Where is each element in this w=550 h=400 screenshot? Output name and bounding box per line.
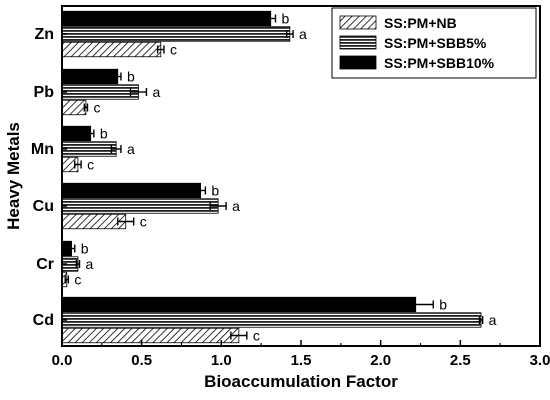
bar-pb-series-0 — [61, 99, 87, 116]
x-tick-label: 2.0 — [370, 352, 391, 369]
x-tick-label: 0.5 — [131, 352, 152, 369]
bar-cd-series-2 — [61, 296, 417, 313]
significance-pb-series-1: a — [152, 84, 160, 100]
error-bar-mn-series-1 — [110, 145, 122, 153]
error-bar-pb-series-2 — [113, 72, 122, 81]
significance-cr-series-2: b — [81, 241, 89, 257]
significance-zn-series-1: a — [299, 26, 307, 42]
significance-cr-series-0: c — [74, 272, 81, 288]
bar-cu-series-1 — [61, 198, 219, 214]
significance-cd-series-2: b — [439, 297, 447, 313]
x-tick-label: 2.5 — [450, 352, 471, 369]
bar-cu-series-2 — [61, 182, 202, 199]
significance-cu-series-0: c — [140, 214, 147, 230]
error-bar-cr-series-2 — [67, 244, 76, 253]
error-bar-zn-series-1 — [285, 30, 294, 38]
error-bar-zn-series-0 — [156, 45, 165, 54]
significance-cu-series-2: b — [211, 183, 219, 199]
category-label-zn: Zn — [34, 26, 54, 43]
significance-cd-series-0: c — [253, 328, 260, 344]
category-label-cd: Cd — [33, 312, 54, 329]
legend: SS:PM+NB SS:PM+SBB5% SS:PM+SBB10% — [331, 7, 537, 79]
error-bar-pb-series-1 — [129, 88, 148, 96]
legend-swatch — [339, 55, 377, 70]
significance-zn-series-2: b — [282, 11, 290, 27]
error-bar-cd-series-0 — [230, 331, 248, 340]
error-bar-mn-series-0 — [74, 160, 82, 169]
legend-item-series-0: SS:PM+NB — [339, 15, 457, 31]
significance-mn-series-0: c — [87, 157, 94, 173]
bar-cd-series-0 — [61, 327, 240, 344]
legend-item-series-2: SS:PM+SBB10% — [339, 55, 495, 71]
bar-zn-series-0 — [61, 41, 162, 58]
x-tick-label: 3.0 — [530, 352, 550, 369]
error-bar-mn-series-2 — [86, 129, 95, 138]
y-axis-categories: Zn Pb Mn Cu Cr Cd — [31, 26, 67, 329]
legend-label: SS:PM+SBB10% — [384, 55, 495, 71]
bar-pb-series-2 — [61, 68, 119, 85]
bar-cd-series-1 — [61, 312, 482, 328]
error-bar-cu-series-1 — [209, 202, 227, 210]
significance-cu-series-1: a — [232, 198, 240, 214]
bar-zn-series-2 — [61, 10, 272, 27]
category-label-cr: Cr — [36, 256, 54, 273]
error-bar-cd-series-2 — [397, 300, 434, 309]
bar-mn-series-1 — [61, 141, 117, 157]
error-bar-cr-series-1 — [75, 260, 81, 268]
category-label-pb: Pb — [34, 84, 55, 101]
legend-label: SS:PM+NB — [384, 15, 457, 31]
legend-label: SS:PM+SBB5% — [384, 35, 487, 51]
x-tick-label: 0.0 — [52, 352, 73, 369]
significance-zn-series-0: c — [170, 42, 177, 58]
x-tick-label: 1.5 — [291, 352, 312, 369]
legend-swatch — [339, 15, 377, 30]
significance-cr-series-1: a — [86, 256, 94, 272]
error-bar-cd-series-1 — [478, 316, 484, 324]
error-bars-layer — [64, 14, 484, 340]
category-label-cu: Cu — [33, 198, 54, 215]
error-bar-cr-series-0 — [64, 275, 70, 284]
significance-cd-series-1: a — [489, 312, 497, 328]
y-axis-title: Heavy Metals — [4, 122, 23, 230]
bar-zn-series-1 — [61, 26, 291, 42]
error-bar-pb-series-0 — [83, 103, 89, 112]
error-bar-zn-series-2 — [265, 14, 277, 23]
bar-mn-series-2 — [61, 125, 92, 142]
bar-cu-series-0 — [61, 213, 127, 230]
error-bar-cu-series-0 — [117, 217, 135, 226]
category-label-mn: Mn — [31, 141, 54, 158]
x-axis-title: Bioaccumulation Factor — [204, 372, 398, 391]
significance-pb-series-0: c — [93, 100, 100, 116]
x-axis-ticks: 0.0 0.5 1.0 1.5 2.0 2.5 3.0 — [52, 340, 550, 369]
error-bar-cu-series-2 — [195, 186, 207, 195]
legend-item-series-1: SS:PM+SBB5% — [339, 35, 487, 51]
significance-mn-series-1: a — [127, 141, 135, 157]
legend-swatch — [339, 35, 377, 50]
significance-mn-series-2: b — [100, 126, 108, 142]
x-tick-label: 1.0 — [211, 352, 232, 369]
significance-pb-series-2: b — [127, 69, 135, 85]
bar-pb-series-1 — [61, 84, 139, 100]
